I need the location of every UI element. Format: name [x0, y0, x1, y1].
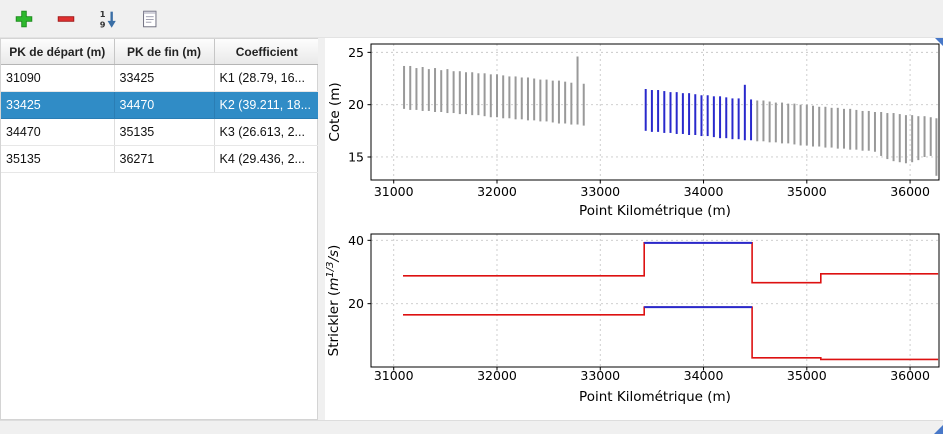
table-row[interactable]: 31090 33425 K1 (28.79, 16...	[1, 64, 320, 92]
strickler-series-lit-majeur	[403, 306, 939, 361]
cote-chart: 31000 32000 33000 34000 35000 36000 15 20 25 Poin…	[327, 43, 940, 219]
table-cell[interactable]: 31090	[1, 64, 115, 92]
x-tick-label: 33000	[580, 184, 620, 199]
x-tick-label: 36000	[890, 368, 930, 383]
y-tick-label: 25	[348, 45, 364, 60]
x-tick-label: 32000	[477, 368, 517, 383]
table-row[interactable]: 35135 36271 K4 (29.436, 2...	[1, 145, 320, 173]
y-tick-label: 15	[348, 149, 364, 164]
add-button[interactable]	[10, 5, 38, 33]
table-cell[interactable]: K4 (29.436, 2...	[214, 145, 320, 173]
column-header[interactable]: Coefficient	[214, 39, 319, 65]
minus-icon	[57, 15, 75, 22]
axes-frame	[370, 233, 940, 368]
table-cell[interactable]: 33425	[114, 64, 215, 92]
table-cell[interactable]: K3 (26.613, 2...	[214, 118, 320, 146]
sort-digit-top: 1	[100, 9, 106, 19]
report-button[interactable]	[136, 5, 164, 33]
plus-icon	[15, 10, 33, 27]
column-header[interactable]: PK de départ (m)	[1, 39, 115, 65]
x-tick-label: 34000	[684, 368, 724, 383]
y-tick-label: 20	[348, 296, 364, 311]
axes-frame	[370, 43, 940, 181]
y-axis-label: Cote (m)	[327, 82, 343, 141]
table-row[interactable]: 34470 35135 K3 (26.613, 2...	[1, 118, 320, 146]
table-row[interactable]: 33425 34470 K2 (39.211, 18...	[1, 91, 320, 119]
report-icon	[143, 10, 157, 27]
y-axis-label: Strickler (m1/3/s)	[325, 245, 342, 357]
strickler-series-lit-mineur	[403, 242, 939, 284]
table-cell[interactable]: K2 (39.211, 18...	[214, 91, 320, 119]
remove-button[interactable]	[52, 5, 80, 33]
status-bar	[0, 420, 943, 434]
strickler-chart: 31000 32000 33000 34000 35000 36000 20 40 Point …	[325, 233, 940, 405]
table-cell[interactable]: 36271	[114, 145, 215, 173]
resize-grip[interactable]	[934, 425, 943, 434]
table-body: 31090 33425 K1 (28.79, 16... 33425 34470 K2 (…	[1, 64, 320, 173]
table-cell[interactable]: 34470	[1, 118, 115, 146]
table-cell[interactable]: 34470	[114, 91, 215, 119]
x-tick-label: 35000	[787, 368, 827, 383]
toolbar: 1 9	[0, 0, 943, 38]
charts-panel: 31000 32000 33000 34000 35000 36000 15 20 25 Poin…	[325, 38, 943, 420]
x-tick-label: 32000	[477, 184, 517, 199]
table-cell[interactable]: K1 (28.79, 16...	[214, 64, 320, 92]
table-cell[interactable]: 33425	[1, 91, 115, 119]
coefficients-table: PK de départ (m) PK de fin (m) Coefficient…	[1, 39, 320, 173]
x-tick-label: 36000	[890, 184, 930, 199]
main-area: PK de départ (m) PK de fin (m) Coefficient…	[0, 38, 943, 420]
x-tick-label: 31000	[374, 184, 414, 199]
x-tick-label: 35000	[787, 184, 827, 199]
x-tick-label: 34000	[684, 184, 724, 199]
x-tick-label: 33000	[580, 368, 620, 383]
table-header-row: PK de départ (m) PK de fin (m) Coefficient	[1, 39, 319, 65]
y-tick-label: 40	[348, 233, 364, 248]
column-header[interactable]: PK de fin (m)	[114, 39, 215, 65]
table-cell[interactable]: 35135	[114, 118, 215, 146]
sort-digit-bottom: 9	[100, 19, 106, 29]
y-tick-label: 20	[348, 97, 364, 112]
table-cell[interactable]: 35135	[1, 145, 115, 173]
sort-numeric-button[interactable]: 1 9	[94, 5, 122, 33]
x-axis-label: Point Kilométrique (m)	[579, 389, 731, 405]
coefficients-table-panel: PK de départ (m) PK de fin (m) Coefficient…	[0, 38, 320, 420]
x-tick-label: 31000	[374, 368, 414, 383]
panel-collapse-handle[interactable]	[935, 38, 943, 46]
panel-splitter[interactable]	[318, 38, 325, 420]
sort-numeric-icon: 1 9	[100, 9, 116, 29]
x-axis-label: Point Kilométrique (m)	[579, 203, 731, 219]
